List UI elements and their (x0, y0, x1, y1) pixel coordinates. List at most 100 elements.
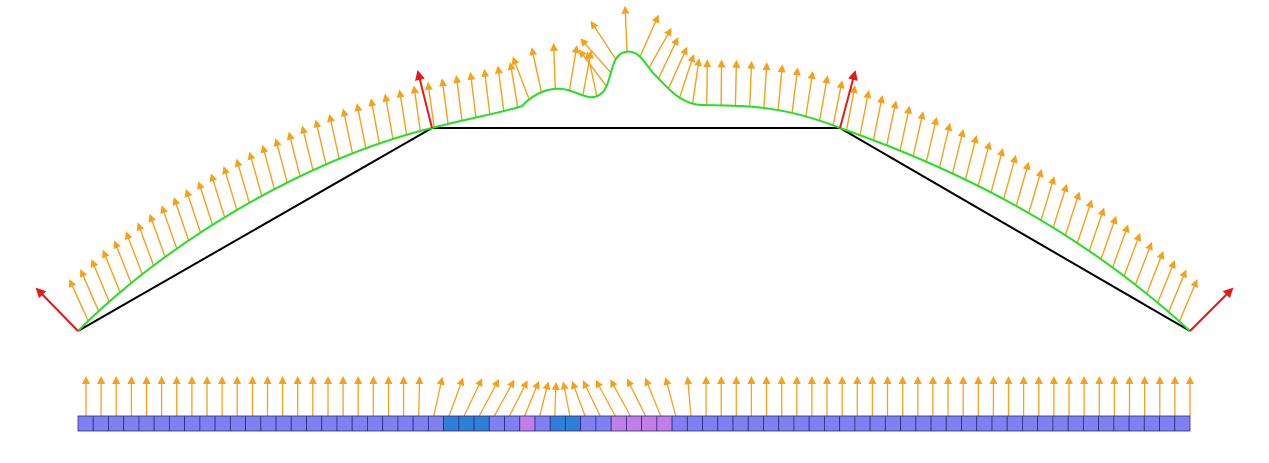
strip-cell (1052, 415, 1069, 432)
curve-normal-arrow (247, 151, 263, 197)
strip-normal-arrow (448, 377, 465, 417)
curve-normal-arrow (273, 138, 288, 183)
curve-normal-arrow (1028, 168, 1044, 214)
strip-cell (930, 415, 947, 432)
strip-normal-arrow (463, 378, 483, 417)
strip-cell (138, 415, 155, 432)
curve-normal-arrow (1015, 161, 1031, 207)
curve-normal-arrow (113, 240, 132, 284)
strip-cell (1082, 415, 1099, 432)
curve-normal-arrow (805, 70, 816, 117)
curve-normal-arrow (1100, 215, 1118, 260)
strip-cell (793, 415, 810, 432)
strip-cell (1143, 415, 1160, 432)
strip-cell (306, 415, 323, 432)
strip-cell (763, 415, 780, 432)
vertex-normal-left (35, 287, 79, 332)
curve-normal-arrow (964, 135, 979, 180)
curve-normal-arrow (340, 108, 354, 154)
strip-cell (458, 415, 475, 432)
strip-cell (1128, 415, 1145, 432)
strip-normal-arrow (595, 379, 616, 417)
curve-normal-arrow (859, 90, 872, 136)
strip-cell (184, 415, 201, 432)
curve-normal-arrow (1076, 199, 1094, 244)
curve-normal-arrow (899, 105, 912, 151)
curve-normal-arrow (286, 131, 301, 177)
curve-normal-arrow (886, 100, 899, 146)
strip-cell (443, 415, 460, 432)
curve-normal-arrow (657, 36, 679, 79)
strip-cell (1159, 415, 1176, 432)
curve-normal-arrow (582, 50, 594, 96)
smoothed-curve (77, 50, 1191, 332)
strip-cell (625, 415, 643, 432)
strip-cell (961, 415, 978, 432)
curve-normal-arrow (585, 51, 598, 97)
strip-cell (245, 415, 262, 432)
strip-cell (1174, 415, 1191, 432)
strip-cell (229, 415, 246, 432)
strip-cell (214, 415, 231, 432)
curve-normal-arrow (234, 158, 250, 203)
strip-normal-arrow (663, 376, 677, 417)
curve-normal-arrow (368, 98, 380, 144)
strip-cell (1067, 415, 1084, 432)
strip-cell (702, 415, 719, 432)
curve-normal-arrow (977, 141, 992, 187)
curve-normal-arrow (467, 71, 477, 118)
curve-normal-arrow (549, 42, 558, 89)
strip-cell (382, 415, 399, 432)
curve-normal-arrow (1123, 232, 1142, 277)
strip-cell (565, 415, 582, 432)
strip-cell (412, 415, 429, 432)
curve-normal-arrow (172, 197, 190, 241)
vertex-normal-arrows (35, 70, 1234, 332)
curve-normal-arrow (667, 46, 688, 89)
curve-normal-arrow (222, 165, 238, 211)
curve-normal-arrow (639, 14, 660, 57)
curve-normal-arrow (1167, 269, 1187, 313)
strip-cell (641, 415, 658, 432)
strip-cell (77, 415, 94, 432)
strip-cell (747, 415, 764, 432)
strip-normal-arrow (560, 381, 571, 417)
curve-normal-arrow (1134, 241, 1153, 286)
strip-cell (92, 415, 109, 432)
strip-cell (900, 415, 917, 432)
curve-normal-arrow (354, 103, 367, 149)
curve-normal-arrow (648, 27, 672, 69)
vertex-normal-top-right (839, 70, 858, 129)
strip-cell (260, 415, 277, 432)
curve-normal-arrow (494, 65, 505, 112)
strip-cell (945, 415, 962, 432)
strip-normal-arrow (551, 381, 560, 417)
strip-cell (839, 415, 856, 432)
strip-normal-arrow (644, 377, 662, 417)
curve-normal-arrow (160, 205, 178, 249)
strip-normal-arrow (523, 380, 540, 417)
curve-normal-arrow (209, 173, 226, 218)
strip-normal-arrow (433, 376, 445, 417)
curve-normal-arrow (717, 59, 726, 106)
strip-normal-arrow (582, 380, 601, 417)
strip-cell (732, 415, 749, 432)
strip-cell (976, 415, 993, 432)
curve-normal-arrow (507, 62, 519, 108)
strip-cell (717, 415, 734, 432)
curve-normal-arrow (791, 67, 801, 113)
curve-normal-arrow (1052, 183, 1069, 228)
curve-normal-arrow (925, 116, 939, 162)
strip-cell (123, 415, 140, 432)
strip-cell (427, 415, 444, 432)
curve-normal-arrow (136, 222, 155, 266)
curve-normal-arrow (762, 62, 771, 109)
strip-cell (991, 415, 1008, 432)
curve-normal-arrow (1178, 279, 1198, 322)
strip-cell (168, 415, 186, 432)
strip-cell (854, 415, 871, 432)
strip-cell (610, 415, 627, 432)
curve-normal-arrow (90, 259, 110, 302)
curve-normal-arrow (938, 122, 953, 168)
